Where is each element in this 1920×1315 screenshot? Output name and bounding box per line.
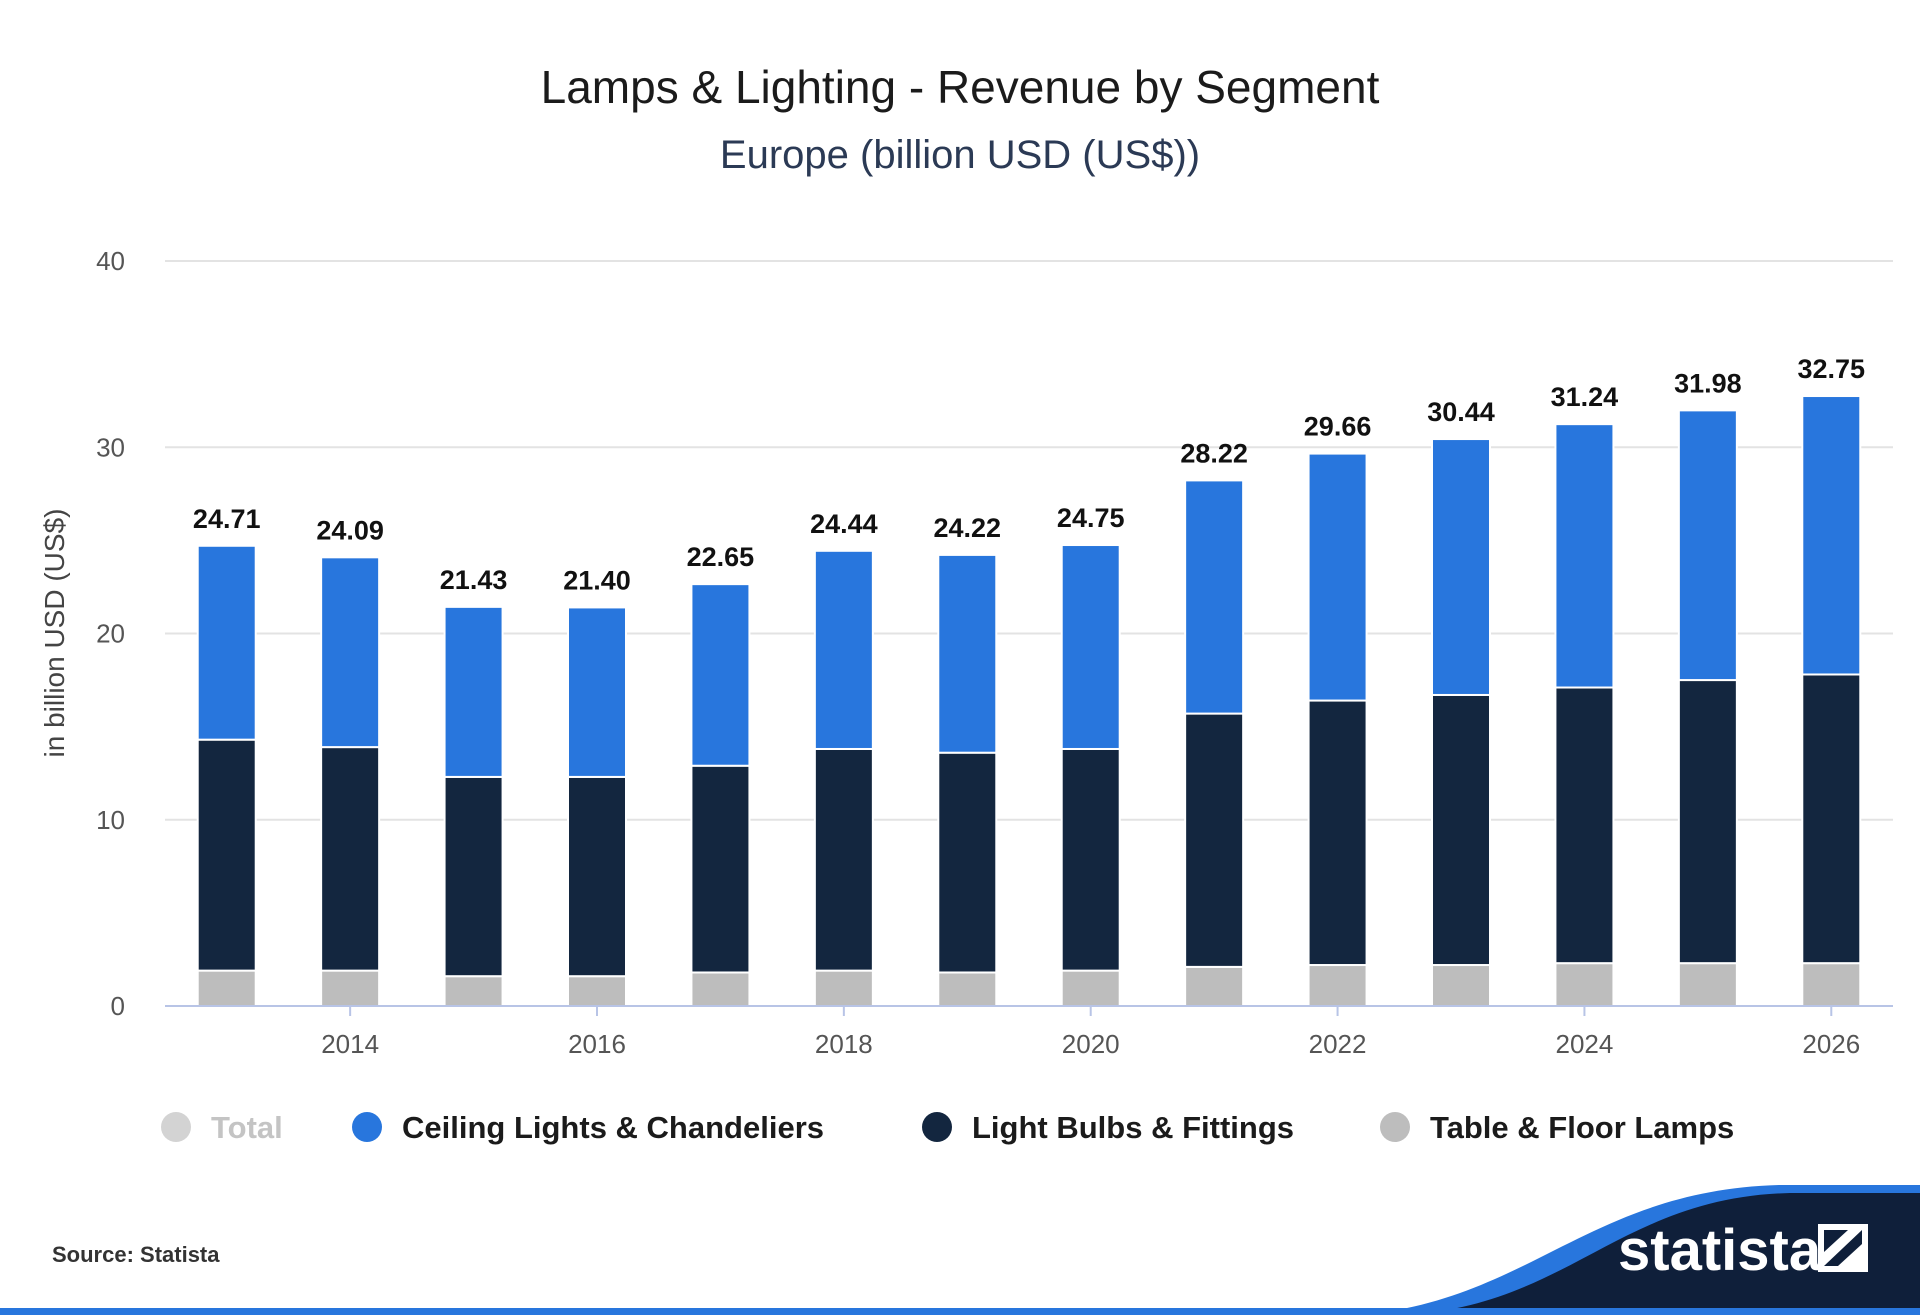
- data-labels: 24.71 24.09 21.43 21.40 22.65 24.44 24.22 24.75…: [193, 354, 1865, 595]
- bar-segment[interactable]: [937, 971, 998, 1007]
- x-tick-label: 2018: [815, 1029, 873, 1059]
- bar-segment[interactable]: [196, 544, 257, 741]
- bar-segment[interactable]: [443, 975, 504, 1008]
- source-text: Source: Statista: [52, 1242, 220, 1267]
- chart-title: Lamps & Lighting - Revenue by Segment: [541, 61, 1380, 113]
- legend-label: Total: [211, 1110, 283, 1145]
- statista-logo-text: statista: [1618, 1218, 1822, 1283]
- y-axis-ticks: 0 10 20 30 40: [96, 246, 125, 1021]
- data-label: 24.75: [1057, 503, 1125, 533]
- bar-segment[interactable]: [443, 775, 504, 978]
- bar-segment[interactable]: [320, 556, 381, 749]
- data-label: 21.40: [563, 565, 631, 595]
- bar-segment[interactable]: [567, 606, 627, 778]
- data-label: 22.65: [687, 542, 755, 572]
- data-label: 28.22: [1180, 438, 1248, 468]
- y-tick-label: 20: [96, 619, 125, 649]
- x-tick-label: 2024: [1556, 1029, 1614, 1059]
- gridlines: [165, 260, 1893, 821]
- legend: Total Ceiling Lights & Chandeliers Light B…: [161, 1110, 1734, 1145]
- bar-segment[interactable]: [1554, 423, 1615, 689]
- legend-marker: [922, 1112, 952, 1142]
- bar-segment[interactable]: [1060, 544, 1121, 750]
- legend-item[interactable]: Light Bulbs & Fittings: [922, 1110, 1294, 1145]
- x-tick-label: 2020: [1062, 1029, 1120, 1059]
- legend-marker: [1380, 1112, 1410, 1142]
- legend-marker: [352, 1112, 382, 1142]
- bar-segment[interactable]: [690, 764, 751, 974]
- legend-item[interactable]: Table & Floor Lamps: [1380, 1110, 1734, 1145]
- bar-segment[interactable]: [196, 738, 257, 972]
- bar-segment[interactable]: [320, 969, 381, 1007]
- legend-label: Ceiling Lights & Chandeliers: [402, 1110, 824, 1145]
- bar-segment[interactable]: [1554, 962, 1615, 1007]
- data-label: 30.44: [1427, 397, 1495, 427]
- legend-label: Light Bulbs & Fittings: [972, 1110, 1294, 1145]
- bar-segment[interactable]: [1677, 409, 1738, 682]
- bar-segment[interactable]: [567, 975, 627, 1008]
- bar-segment[interactable]: [1060, 747, 1121, 972]
- data-label: 31.98: [1674, 368, 1742, 398]
- bar-segment[interactable]: [1677, 962, 1738, 1007]
- bar-segment[interactable]: [1801, 673, 1862, 965]
- bar-segment[interactable]: [690, 583, 751, 767]
- legend-marker: [161, 1112, 191, 1142]
- data-label: 24.09: [316, 515, 384, 545]
- bar-segment[interactable]: [1431, 964, 1491, 1008]
- x-tick-label: 2016: [568, 1029, 626, 1059]
- bar-segment[interactable]: [1184, 712, 1245, 968]
- bar-segment[interactable]: [567, 775, 627, 978]
- x-tick-label: 2026: [1802, 1029, 1860, 1059]
- statista-footer-band: statista: [0, 1185, 1920, 1315]
- bar-segment[interactable]: [1801, 962, 1862, 1007]
- data-label: 32.75: [1797, 354, 1865, 384]
- y-axis-label: in billion USD (US$): [39, 509, 70, 758]
- data-label: 29.66: [1304, 412, 1372, 442]
- legend-item[interactable]: Total: [161, 1110, 283, 1145]
- bar-segment[interactable]: [1060, 969, 1121, 1007]
- bar-segment[interactable]: [1677, 679, 1738, 965]
- y-tick-label: 10: [96, 805, 125, 835]
- data-label: 31.24: [1551, 382, 1619, 412]
- bar-segment[interactable]: [1431, 438, 1491, 696]
- data-label: 24.71: [193, 504, 261, 534]
- bar-segment[interactable]: [1307, 699, 1368, 967]
- data-label: 21.43: [440, 565, 508, 595]
- bar-segment[interactable]: [813, 549, 874, 750]
- y-tick-label: 30: [96, 432, 125, 462]
- bar-segment[interactable]: [813, 747, 874, 972]
- bar-segment[interactable]: [1554, 686, 1615, 965]
- bar-segment[interactable]: [1184, 965, 1245, 1008]
- bar-segment[interactable]: [937, 553, 998, 754]
- data-label: 24.44: [810, 509, 878, 539]
- bar-segment[interactable]: [443, 605, 504, 778]
- bar-segment[interactable]: [937, 751, 998, 974]
- data-label: 24.22: [933, 513, 1001, 543]
- bars: [196, 395, 1862, 1008]
- bar-segment[interactable]: [1184, 479, 1245, 715]
- bar-segment[interactable]: [1801, 395, 1862, 676]
- x-tick-label: 2014: [321, 1029, 379, 1059]
- x-axis-ticks: 2014 2016 2018 2020 2022 2024 2026: [321, 1006, 1860, 1059]
- bar-segment[interactable]: [1307, 452, 1368, 702]
- chart-subtitle: Europe (billion USD (US$)): [720, 133, 1200, 177]
- y-tick-label: 0: [111, 991, 125, 1021]
- statista-logo-icon: [1818, 1224, 1868, 1272]
- legend-item[interactable]: Ceiling Lights & Chandeliers: [352, 1110, 824, 1145]
- y-tick-label: 40: [96, 246, 125, 276]
- bar-segment[interactable]: [1307, 964, 1368, 1008]
- bar-segment[interactable]: [1431, 693, 1491, 967]
- x-tick-label: 2022: [1309, 1029, 1367, 1059]
- legend-label: Table & Floor Lamps: [1430, 1110, 1734, 1145]
- bar-segment[interactable]: [813, 969, 874, 1007]
- bar-segment[interactable]: [196, 969, 257, 1007]
- bar-segment[interactable]: [320, 746, 381, 972]
- bar-segment[interactable]: [690, 971, 751, 1007]
